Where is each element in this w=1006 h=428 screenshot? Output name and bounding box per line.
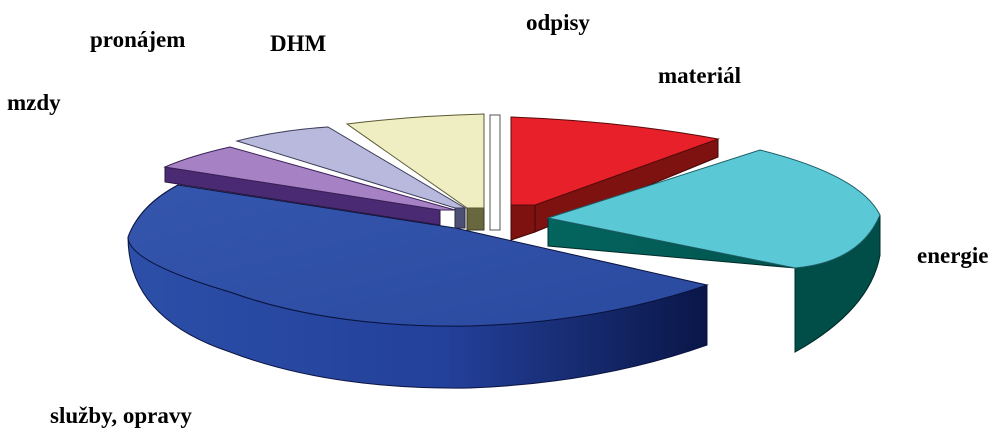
slice-pronajem-side (454, 207, 466, 229)
slice-dhm-top (345, 113, 485, 209)
label-pronajem: pronájem (90, 27, 186, 52)
slice-pronajem (235, 126, 467, 229)
label-dhm: DHM (270, 31, 327, 56)
slice-energie (546, 149, 881, 353)
label-material: materiál (658, 63, 742, 88)
slice-dhm-side (466, 207, 485, 231)
slice-mzdy-top (163, 146, 456, 211)
label-odpisy: odpisy (526, 10, 590, 35)
slice-material-side (510, 204, 536, 241)
slice-energie-top (546, 149, 881, 269)
label-mzdy: mzdy (7, 90, 61, 115)
label-sluzby-opravy: služby, opravy (50, 403, 192, 428)
label-energie: energie (917, 243, 989, 268)
slice-pronajem-top (235, 126, 467, 209)
slice-odpisy (489, 114, 501, 231)
slice-dhm (345, 113, 485, 231)
slice-sluzby-opravy-top (127, 184, 709, 327)
slice-material-top (510, 116, 720, 206)
slice-odpisy-top (489, 114, 501, 231)
slice-mzdy (163, 146, 456, 226)
slice-sluzby-opravy (127, 184, 709, 389)
